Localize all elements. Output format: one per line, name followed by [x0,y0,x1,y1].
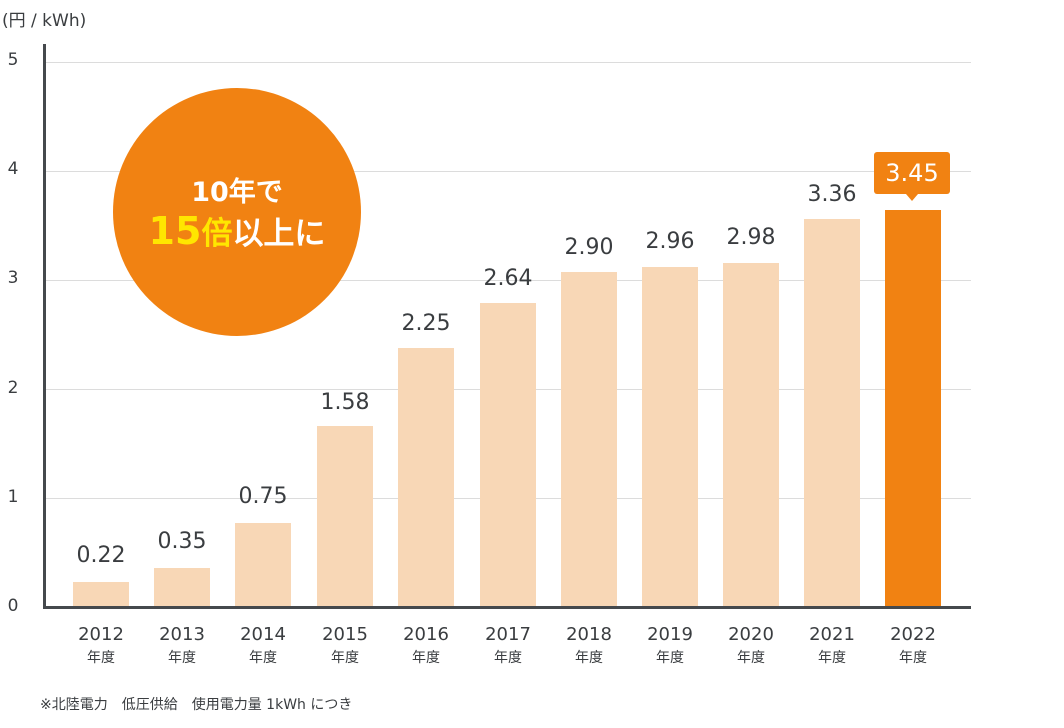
bar-2021 [804,219,860,607]
gridline-3 [46,280,971,281]
bar-2017 [480,303,536,607]
x-label-2012: 2012 年度 [61,624,141,667]
badge-line1: 10年で [191,177,283,208]
y-tick-2: 2 [7,378,19,398]
gridline-5 [46,62,971,63]
y-axis-unit: (円 / kWh) [2,11,87,31]
x-label-2021: 2021 年度 [792,624,872,667]
value-label-2014: 0.75 [238,484,288,509]
x-label-year: 2015 [322,624,368,645]
x-label-year: 2018 [566,624,612,645]
bar-2013 [154,568,210,607]
x-label-2013: 2013 年度 [142,624,222,667]
badge-times: 倍 [201,216,233,252]
x-label-suffix: 年度 [737,650,765,666]
y-tick-3: 3 [7,268,19,288]
x-label-2014: 2014 年度 [223,624,303,667]
y-tick-0: 0 [7,596,19,616]
bar-2020 [723,263,779,607]
x-label-year: 2019 [647,624,693,645]
x-label-suffix: 年度 [818,650,846,666]
x-label-suffix: 年度 [331,650,359,666]
growth-badge: 10年で 15倍以上に [113,88,361,336]
badge-number: 15 [148,209,202,253]
x-label-suffix: 年度 [656,650,684,666]
value-label-2016: 2.25 [401,311,451,336]
badge-rest: 以上に [232,216,326,252]
x-label-year: 2013 [159,624,205,645]
x-label-suffix: 年度 [494,650,522,666]
x-label-2018: 2018 年度 [549,624,629,667]
value-label-2012: 0.22 [76,543,126,568]
bar-2022-highlight [885,210,941,607]
bar-2012 [73,582,129,607]
y-tick-4: 4 [7,159,19,179]
x-label-year: 2012 [78,624,124,645]
value-label-2021: 3.36 [807,182,857,207]
y-tick-5: 5 [7,50,19,70]
bar-2019 [642,267,698,607]
x-label-suffix: 年度 [899,650,927,666]
x-label-suffix: 年度 [249,650,277,666]
x-label-year: 2020 [728,624,774,645]
y-axis-line [43,44,46,609]
gridline-4 [46,171,971,172]
bar-2018 [561,272,617,607]
x-label-2016: 2016 年度 [386,624,466,667]
x-label-year: 2017 [485,624,531,645]
value-callout-2022: 3.45 [874,152,950,201]
x-axis-line [43,606,971,609]
x-label-suffix: 年度 [168,650,196,666]
x-label-year: 2022 [890,624,936,645]
value-label-2018: 2.90 [564,235,614,260]
x-label-year: 2016 [403,624,449,645]
x-label-2020: 2020 年度 [711,624,791,667]
badge-line2: 15倍以上に [113,208,361,253]
bar-2016 [398,348,454,607]
bar-2014 [235,523,291,607]
value-label-2020: 2.98 [726,225,776,250]
x-label-2017: 2017 年度 [468,624,548,667]
value-label-2015: 1.58 [320,390,370,415]
value-label-2013: 0.35 [157,529,207,554]
y-tick-1: 1 [7,487,19,507]
value-label-2019: 2.96 [645,229,695,254]
bar-2015 [317,426,373,607]
x-label-suffix: 年度 [412,650,440,666]
x-label-2019: 2019 年度 [630,624,710,667]
x-label-suffix: 年度 [575,650,603,666]
x-label-year: 2021 [809,624,855,645]
x-label-suffix: 年度 [87,650,115,666]
x-label-2022: 2022 年度 [873,624,953,667]
value-label-2017: 2.64 [483,266,533,291]
footnote: ※北陸電力 低圧供給 使用電力量 1kWh につき [40,697,353,713]
x-label-2015: 2015 年度 [305,624,385,667]
x-label-year: 2014 [240,624,286,645]
